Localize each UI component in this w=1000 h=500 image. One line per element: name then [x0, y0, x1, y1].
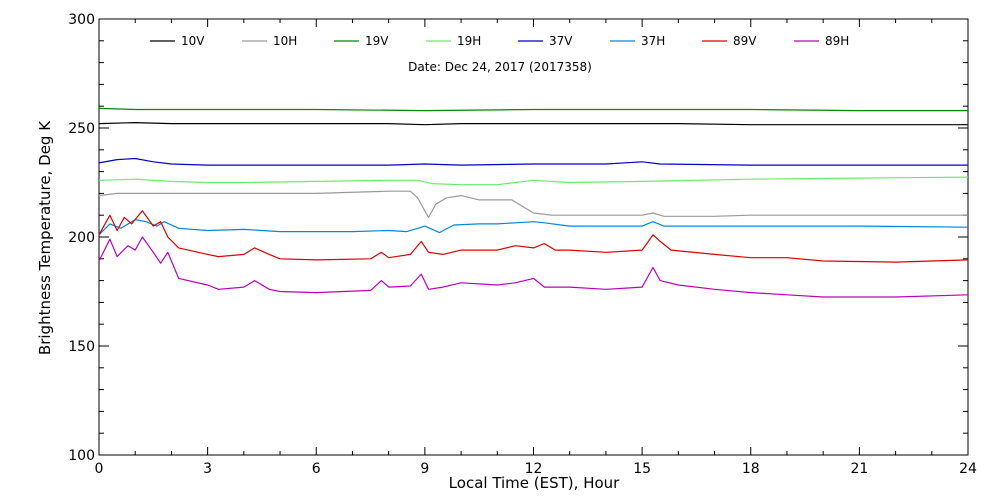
legend-label-37h: 37H	[641, 34, 665, 48]
series-line-19h	[98, 176, 969, 186]
series-line-10v	[98, 121, 968, 126]
y-tick-label: 200	[68, 230, 95, 246]
x-tick-label: 12	[525, 461, 543, 477]
y-tick-label: 150	[68, 339, 95, 355]
axis-ticks: 0 3 6 9 12 15 18 21 24 100 150 200 250 300	[68, 12, 977, 477]
y-axis-title: Brightness Temperature, Deg K	[36, 120, 54, 355]
x-tick-label: 15	[633, 461, 651, 477]
y-tick-label: 100	[68, 448, 95, 464]
y-tick-label: 300	[68, 12, 95, 28]
legend-label-89h: 89H	[825, 34, 849, 48]
series-lines	[98, 107, 969, 298]
y-tick-label: 250	[68, 121, 95, 137]
legend-label-10h: 10H	[273, 34, 297, 48]
x-tick-label: 6	[312, 461, 321, 477]
x-tick-label: 9	[420, 461, 429, 477]
legend-label-19h: 19H	[457, 34, 481, 48]
legend-label-10v: 10V	[181, 34, 205, 48]
x-tick-label: 24	[959, 461, 977, 477]
legend: 10V 10H 19V 19H 37V 37H 89V 89H	[150, 34, 849, 48]
legend-label-37v: 37V	[549, 34, 573, 48]
series-line-89h	[98, 236, 969, 298]
series-line-37h	[98, 219, 969, 236]
series-line-37v	[98, 157, 968, 166]
x-tick-label: 0	[95, 461, 104, 477]
series-line-89v	[98, 210, 969, 263]
x-tick-label: 21	[850, 461, 868, 477]
series-line-10h	[98, 190, 968, 218]
plot-frame	[98, 18, 969, 456]
x-tick-label: 3	[203, 461, 212, 477]
x-axis-title: Local Time (EST), Hour	[449, 474, 620, 492]
legend-label-89v: 89V	[733, 34, 757, 48]
legend-label-19v: 19V	[365, 34, 389, 48]
chart-subtitle: Date: Dec 24, 2017 (2017358)	[408, 60, 592, 74]
series-line-19v	[98, 107, 968, 112]
x-tick-label: 18	[742, 461, 760, 477]
